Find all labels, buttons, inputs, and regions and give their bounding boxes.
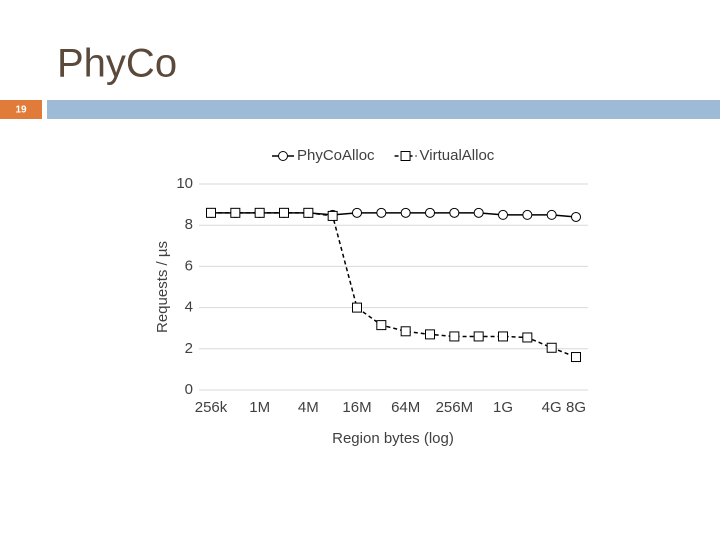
marker [571, 211, 581, 222]
marker [352, 207, 362, 218]
x-axis-label: Region bytes (log) [332, 430, 454, 447]
marker [473, 331, 484, 342]
marker [425, 329, 435, 340]
x-tick-label: 8G [566, 399, 586, 416]
marker [522, 332, 533, 343]
number-box [0, 100, 42, 119]
marker [449, 207, 460, 218]
marker [449, 331, 460, 342]
y-axis-label: Requests / µs [154, 241, 171, 333]
marker [230, 207, 241, 218]
marker [400, 326, 411, 337]
marker [473, 207, 484, 218]
marker [352, 302, 362, 313]
y-tick-label: 6 [185, 257, 193, 274]
marker [571, 352, 581, 363]
marker [546, 342, 557, 353]
y-tick-label: 8 [185, 216, 193, 233]
marker [376, 207, 387, 218]
marker [327, 210, 338, 221]
x-tick-label: 1M [249, 399, 270, 416]
marker [303, 207, 314, 218]
slide-number: 19 [15, 105, 27, 116]
y-tick-label: 4 [185, 299, 193, 316]
marker [498, 331, 508, 342]
marker [498, 209, 508, 220]
legend-marker [400, 151, 411, 161]
y-tick-label: 10 [176, 175, 193, 192]
marker [376, 320, 387, 331]
marker [425, 207, 435, 218]
y-tick-label: 2 [185, 340, 193, 357]
marker [279, 207, 289, 218]
series-line [211, 212, 577, 218]
legend-label: VirtualAlloc [420, 147, 495, 164]
series-line [211, 212, 577, 358]
marker [206, 207, 216, 218]
marker [546, 209, 557, 220]
x-tick-label: 4G [542, 399, 562, 416]
legend-label: PhyCoAlloc [297, 147, 375, 164]
x-tick-label: 256k [195, 399, 228, 416]
legend-marker [278, 151, 288, 161]
x-tick-label: 256M [436, 399, 474, 416]
slide-title: PhyCo [57, 42, 177, 86]
header-bar [47, 100, 720, 119]
y-tick-label: 0 [185, 381, 193, 398]
x-tick-label: 64M [391, 399, 420, 416]
marker [400, 207, 411, 218]
chart: 0 2 4 6 8 10 256k 1M 4M 16M 64M 256M 1G 4G 8G Requests … [154, 147, 588, 447]
marker [522, 209, 533, 220]
x-tick-label: 16M [342, 399, 371, 416]
marker [254, 207, 265, 218]
x-tick-label: 4M [298, 399, 319, 416]
x-tick-label: 1G [493, 399, 513, 416]
